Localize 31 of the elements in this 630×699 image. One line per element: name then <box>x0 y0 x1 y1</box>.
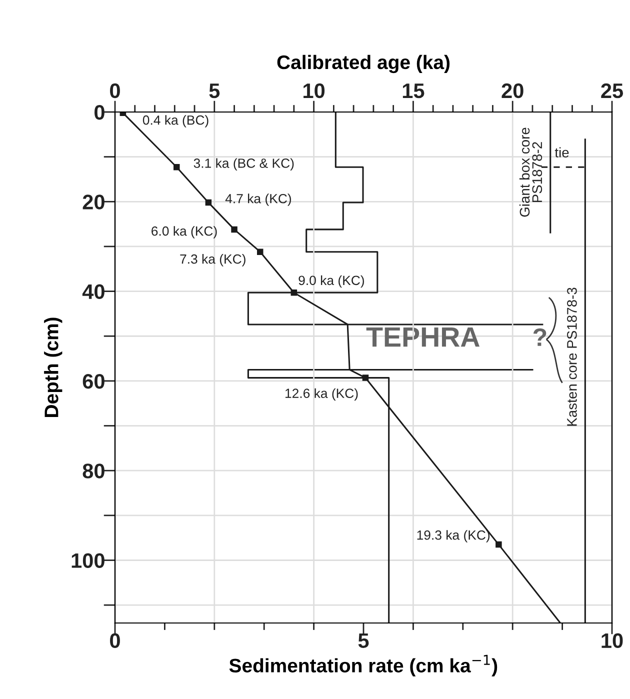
annotation: 19.3 ka (KC) <box>417 530 490 542</box>
annotation: ? <box>533 328 546 346</box>
x2-tick-label: 10 <box>304 83 325 98</box>
x-tick-label: 10 <box>602 633 623 648</box>
x2-tick-label: 0 <box>110 83 120 98</box>
annotation: 9.0 ka (KC) <box>298 275 364 288</box>
x2-tick-label: 20 <box>502 83 524 98</box>
x2-tick-label: 25 <box>601 83 624 98</box>
annotation: 0.4 ka (BC) <box>142 115 208 128</box>
x2-tick-label: 5 <box>209 84 220 98</box>
annotation: 7.3 ka (KC) <box>180 254 246 266</box>
annotation: 3.1 ka (BC & KC) <box>194 158 294 170</box>
annotation: 6.0 ka (KC) <box>152 226 217 238</box>
x2-axis-title: Calibrated age (ka) <box>277 54 450 74</box>
annotation: 4.7 ka (KC) <box>225 194 292 206</box>
x-tick-label: 5 <box>358 633 369 648</box>
x2-tick-label: 15 <box>402 84 424 98</box>
y-tick-label: 0 <box>94 105 104 120</box>
y-tick-label: 60 <box>82 374 104 389</box>
y-axis-title: Depth (cm) <box>44 318 62 417</box>
legend-label: Giant box core PS1878-2 <box>519 128 542 217</box>
annotation: 12.6 ka (KC) <box>285 388 358 401</box>
x-axis-title: Sedimentation rate (cm ka$^{−1}$) <box>229 654 498 676</box>
series-label: tie <box>554 147 569 158</box>
text: Kasten core PS1878-3 <box>567 288 577 426</box>
annotation: TEPHRA <box>366 327 480 347</box>
y-tick-label: 40 <box>82 284 104 300</box>
x-tick-label: 0 <box>110 633 120 648</box>
y-tick-label: 100 <box>72 553 104 568</box>
y-tick-label: 20 <box>82 194 104 210</box>
y-tick-label: 80 <box>82 464 104 478</box>
